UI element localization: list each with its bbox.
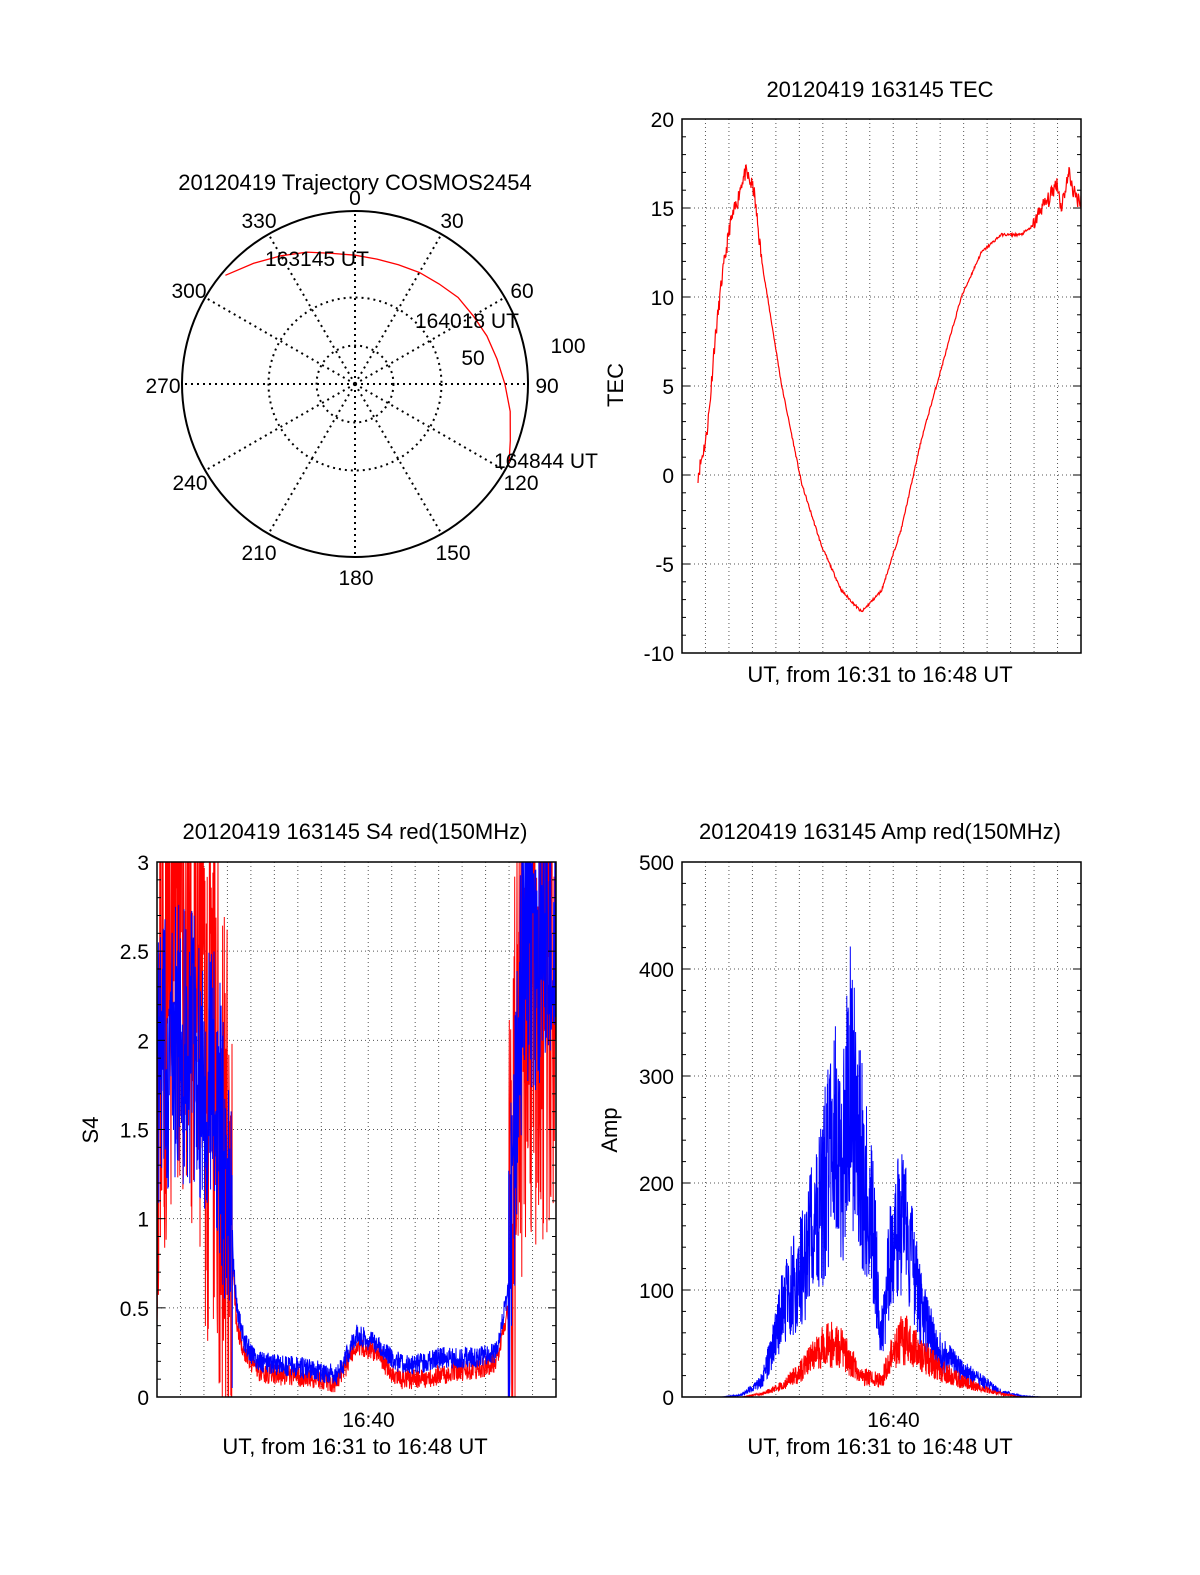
- amp-title: 20120419 163145 Amp red(150MHz): [699, 819, 1061, 844]
- s4-plot-ytick-label: 2.5: [120, 941, 149, 964]
- tec-chart: 20120419 163145 TEC -10 -5 0 5 10 15 20 UT, fr…: [603, 77, 1082, 687]
- polar-spoke-30: [354, 233, 443, 385]
- amp-plot-ytick-label: 300: [639, 1066, 674, 1089]
- polar-radial-label-50: 50: [461, 347, 484, 370]
- polar-annotation-1: 164018 UT: [415, 310, 519, 333]
- tec-plot-ytick-label: 5: [662, 376, 674, 399]
- polar-spoke-240: [204, 383, 356, 472]
- tec-title: 20120419 163145 TEC: [766, 77, 993, 102]
- polar-angle-label-210: 210: [241, 542, 276, 565]
- s4-plot-area: 0 0.5 1 1.5 2 2.5 3 16:40: [120, 852, 557, 1432]
- polar-spoke-300: [204, 296, 356, 385]
- s4-plot-series-0: [157, 862, 556, 1397]
- tec-plot-area: -10 -5 0 5 10 15 20: [644, 109, 1082, 666]
- amp-plot-ytick-label: 100: [639, 1280, 674, 1303]
- s4-ylabel: S4: [78, 1117, 103, 1144]
- polar-annotation-0: 163145 UT: [265, 248, 369, 271]
- s4-plot-ytick-label: 1.5: [120, 1120, 149, 1143]
- tec-plot-ytick-label: 10: [651, 287, 674, 310]
- polar-angle-label-300: 300: [171, 280, 206, 303]
- s4-plot-ytick-label: 0: [137, 1387, 149, 1410]
- amp-plot-frame: [681, 861, 1082, 1398]
- polar-angle-label-330: 330: [241, 210, 276, 233]
- polar-annotation-2: 164844 UT: [494, 450, 598, 473]
- polar-angle-label-60: 60: [510, 280, 533, 303]
- polar-spoke-210: [267, 383, 356, 535]
- polar-grid: [181, 210, 529, 558]
- polar-spoke-150: [354, 383, 443, 535]
- amp-plot-ytick-label: 400: [639, 959, 674, 982]
- amp-plot-xtick-label: 16:40: [867, 1409, 920, 1432]
- s4-title: 20120419 163145 S4 red(150MHz): [183, 819, 528, 844]
- polar-angle-labels: 0 30 60 90 120 150 180 210 240 270 300 330 50 100: [145, 187, 585, 590]
- polar-angle-label-0: 0: [349, 187, 361, 210]
- polar-radial-label-100: 100: [550, 335, 585, 358]
- tec-plot-ytick-label: 20: [651, 109, 674, 132]
- polar-outer-ring: [181, 210, 529, 558]
- s4-plot-xtick-label: 16:40: [342, 1409, 395, 1432]
- amp-plot-ytick-label: 200: [639, 1173, 674, 1196]
- tec-plot-ytick-label: -10: [644, 643, 674, 666]
- s4-plot-ytick-label: 0.5: [120, 1298, 149, 1321]
- polar-trajectory: [225, 251, 511, 463]
- polar-ring-0: [267, 296, 443, 472]
- amp-plot-area: 0 100 200 300 400 500 16:40: [639, 852, 1082, 1432]
- polar-annotations: 163145 UT 164018 UT 164844 UT: [265, 248, 598, 473]
- polar-angle-label-180: 180: [338, 567, 373, 590]
- amp-chart: 20120419 163145 Amp red(150MHz) 0 100 200 3…: [597, 819, 1082, 1459]
- tec-plot-ytick-label: 0: [662, 465, 674, 488]
- tec-plot-ytick-label: 15: [651, 198, 674, 221]
- s4-chart: 20120419 163145 S4 red(150MHz) 0 0.5 1 1.5 2…: [78, 819, 557, 1459]
- polar-spoke-120: [354, 383, 506, 472]
- s4-plot-series-1: [157, 862, 556, 1397]
- tec-xlabel: UT, from 16:31 to 16:48 UT: [747, 662, 1012, 687]
- polar-chart: 20120419 Trajectory COSMOS2454 0 30 60 90 12…: [145, 170, 598, 590]
- tec-ylabel: TEC: [603, 363, 628, 407]
- s4-plot-ytick-label: 3: [137, 852, 149, 875]
- s4-plot-ytick-label: 1: [137, 1209, 149, 1232]
- s4-xlabel: UT, from 16:31 to 16:48 UT: [222, 1434, 487, 1459]
- polar-angle-label-240: 240: [172, 472, 207, 495]
- amp-ylabel: Amp: [597, 1107, 622, 1152]
- polar-ring-1: [315, 344, 395, 424]
- polar-angle-label-120: 120: [503, 472, 538, 495]
- amp-xlabel: UT, from 16:31 to 16:48 UT: [747, 1434, 1012, 1459]
- s4-plot-ytick-label: 2: [137, 1030, 149, 1053]
- polar-spoke-60: [354, 296, 506, 385]
- polar-angle-label-30: 30: [440, 210, 463, 233]
- tec-plot-frame: [681, 118, 1082, 654]
- polar-trajectory-line: [225, 251, 511, 463]
- tec-plot-ytick-label: -5: [655, 554, 674, 577]
- polar-spoke-330: [267, 233, 356, 385]
- amp-plot-ytick-label: 500: [639, 852, 674, 875]
- amp-plot-ytick-label: 0: [662, 1387, 674, 1410]
- polar-title: 20120419 Trajectory COSMOS2454: [178, 170, 531, 195]
- tec-plot-series-0: [697, 164, 1081, 613]
- amp-plot-series-1: [682, 1315, 1081, 1397]
- amp-plot-series-0: [682, 946, 1081, 1397]
- polar-angle-label-90: 90: [535, 375, 558, 398]
- polar-angle-label-150: 150: [435, 542, 470, 565]
- polar-angle-label-270: 270: [145, 375, 180, 398]
